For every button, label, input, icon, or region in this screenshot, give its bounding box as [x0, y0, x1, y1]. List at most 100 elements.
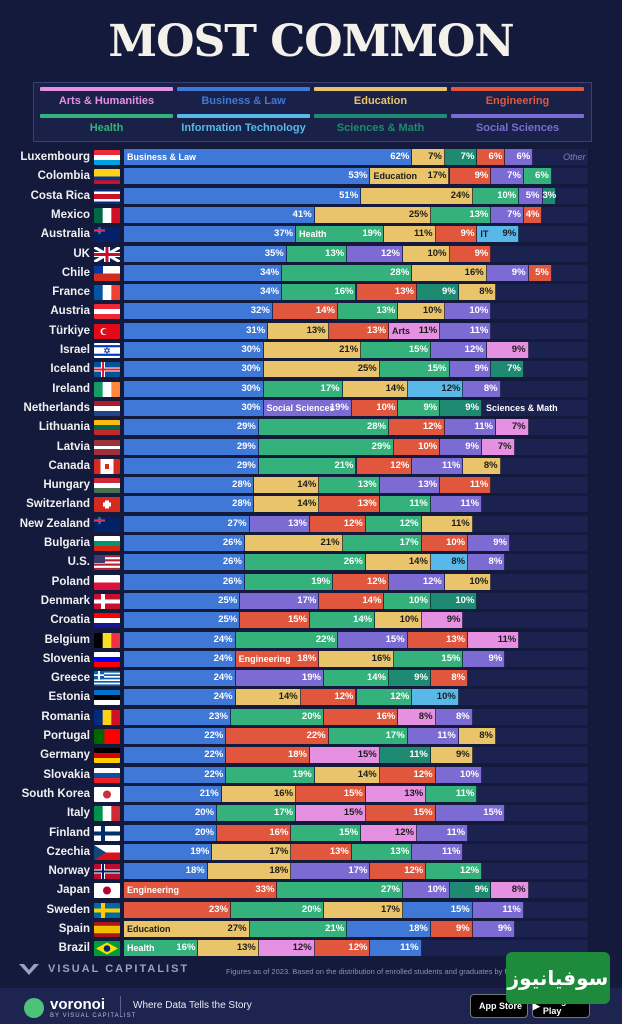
- footer-divider: [120, 996, 121, 1016]
- category-annotation: Education: [127, 924, 171, 934]
- data-label: 16%: [269, 826, 289, 838]
- bar-segment-social-sciences: [430, 342, 487, 358]
- flag-belgium-icon: [94, 632, 120, 648]
- bar-segment-arts-humanities: [365, 785, 427, 802]
- country-label: Romania: [41, 710, 90, 723]
- bar-segment-sciences-math: [416, 284, 459, 301]
- bar-segment-arts-humanities: [296, 805, 366, 822]
- category-annotation: Social Sciences: [266, 402, 335, 413]
- data-label: 8%: [456, 710, 470, 722]
- data-label: 13%: [367, 324, 387, 336]
- data-label: 17%: [297, 594, 317, 606]
- data-label: 5%: [525, 189, 540, 201]
- bar-segment-information-technology: [477, 226, 520, 243]
- bar-segment-business-law: [124, 303, 273, 320]
- bar-segment-social-sciences: [491, 206, 524, 223]
- bar-segment-education: [254, 496, 320, 513]
- bar-segment-business-law: [124, 573, 245, 590]
- bar-segment-business-law: [124, 863, 208, 880]
- data-label: 9%: [414, 672, 428, 684]
- data-label: 18%: [408, 923, 428, 934]
- bar-segment-social-sciences: [430, 496, 483, 513]
- data-label: 11%: [460, 498, 480, 510]
- data-label: 11%: [414, 228, 433, 240]
- data-label: 15%: [343, 787, 363, 799]
- data-label: 15%: [339, 826, 359, 838]
- bar-segment-arts-humanities: [258, 940, 315, 957]
- data-label: 13%: [404, 787, 424, 799]
- bar-segment-health: [244, 554, 366, 571]
- flag-israel-icon: [94, 343, 120, 358]
- bar-segment-engineering: [328, 322, 390, 339]
- bar-segment-education: [319, 650, 394, 667]
- data-label: 10%: [497, 189, 517, 201]
- bar-segment-education: [384, 226, 436, 243]
- data-label: 26%: [222, 537, 242, 548]
- bar-segment-business-law: [124, 168, 371, 185]
- data-label: 6%: [535, 170, 549, 182]
- bar-segment-information-technology: [430, 554, 469, 571]
- country-label: New Zealand: [19, 517, 90, 530]
- country-label: Greece: [50, 672, 90, 685]
- data-label: 26%: [222, 575, 242, 587]
- bar-segment-social-sciences: [291, 863, 371, 880]
- bar-segment-business-law: [124, 187, 362, 204]
- bar-segment-engineering: [226, 728, 329, 744]
- bar-segment-social-sciences: [407, 728, 459, 744]
- data-label: 17%: [320, 382, 340, 394]
- data-label: 15%: [408, 344, 428, 355]
- country-label: Estonia: [48, 691, 90, 704]
- data-label: 17%: [427, 170, 447, 182]
- bar-segment-health: [263, 380, 343, 397]
- bar-segment-engineering: [314, 940, 371, 957]
- data-label: 28%: [367, 421, 387, 433]
- data-label: 11%: [409, 498, 428, 510]
- bar-segment-engineering: [477, 149, 506, 165]
- data-label: 10%: [460, 768, 480, 780]
- bar-segment-health: [430, 206, 492, 223]
- bar-segment-health: [426, 863, 483, 880]
- data-label: 18%: [185, 865, 205, 877]
- bar-segment-health: [426, 785, 478, 802]
- app-store-button[interactable]: App Store: [470, 994, 528, 1018]
- category-annotation: Arts: [392, 325, 411, 336]
- data-label: 25%: [218, 614, 238, 626]
- bar-segment-information-technology: [407, 380, 464, 397]
- data-label: 6%: [516, 151, 531, 162]
- bar-segment-health: [523, 168, 552, 185]
- data-label: 12%: [334, 691, 354, 703]
- data-label: 20%: [194, 807, 214, 819]
- data-label: 12%: [394, 826, 414, 838]
- bar-segment-social-sciences: [249, 515, 310, 532]
- data-label: 11%: [497, 633, 517, 645]
- bar-segment-business-law: [124, 535, 245, 551]
- bar-segment-engineering: [430, 670, 469, 687]
- voronoi-link[interactable]: voronoi BY VISUAL CAPITALIST: [24, 996, 136, 1019]
- bar-segment-education: [323, 901, 403, 918]
- legend-swatch: [177, 114, 310, 118]
- data-label: 8%: [451, 556, 466, 568]
- bar-segment-health: [342, 535, 422, 551]
- data-label: 8%: [479, 286, 493, 298]
- legend-item-engineering: Engineering: [451, 87, 584, 109]
- data-label: 11%: [409, 749, 428, 761]
- bar-segment-business-law: [124, 399, 264, 416]
- bar-segment-business-law: [124, 284, 283, 301]
- flag-estonia-icon: [94, 690, 120, 706]
- bar-segment-engineering: [379, 766, 436, 783]
- category-annotation: IT: [480, 229, 489, 240]
- country-label: Israel: [59, 344, 90, 356]
- bar-segment-business-law: [124, 226, 297, 243]
- data-label: 53%: [348, 170, 368, 182]
- category-annotation: Health: [299, 229, 327, 240]
- bar-segment-engineering: [319, 496, 380, 513]
- data-label: 7%: [507, 363, 521, 375]
- bar-segment-business-law: [124, 419, 259, 436]
- data-label: 6%: [488, 151, 503, 162]
- country-label: Costa Rica: [30, 189, 90, 202]
- voronoi-subtitle: BY VISUAL CAPITALIST: [50, 1013, 137, 1019]
- bar-segment-social-sciences: [379, 477, 441, 494]
- flag-uk-icon: [94, 246, 120, 262]
- country-label: Finland: [49, 826, 90, 839]
- data-label: 62%: [390, 151, 410, 162]
